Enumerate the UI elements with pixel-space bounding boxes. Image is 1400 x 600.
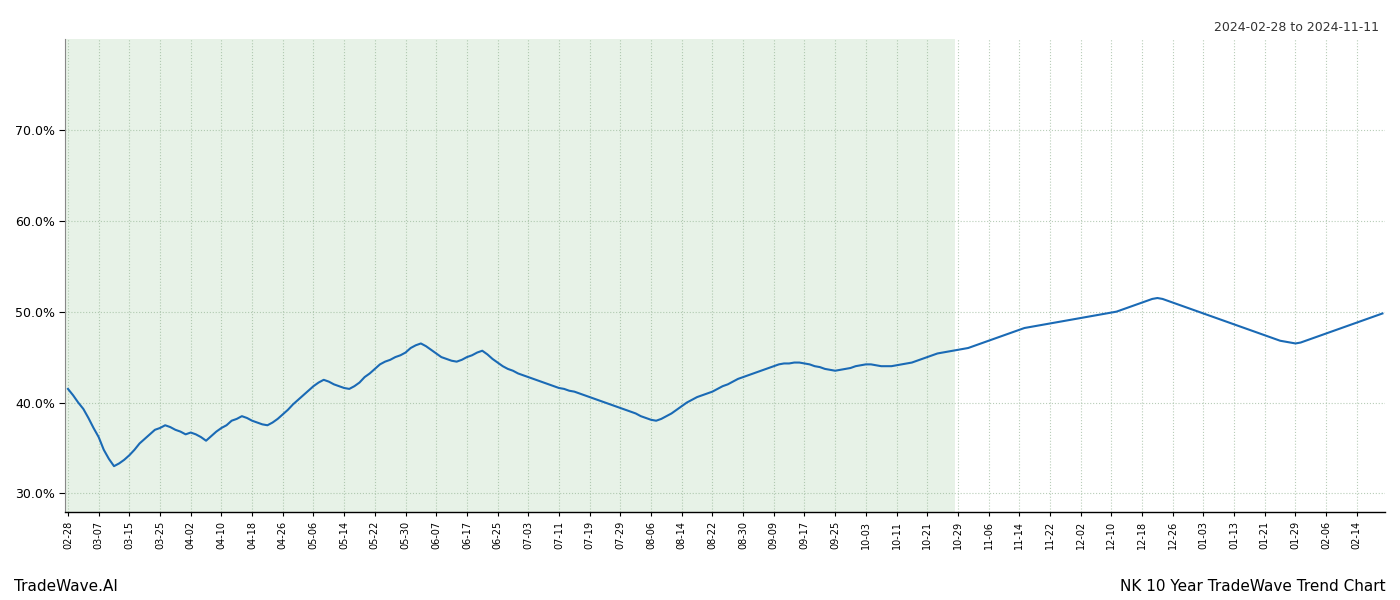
Text: 2024-02-28 to 2024-11-11: 2024-02-28 to 2024-11-11: [1214, 21, 1379, 34]
Bar: [66, 39, 955, 512]
Text: TradeWave.AI: TradeWave.AI: [14, 579, 118, 594]
Text: NK 10 Year TradeWave Trend Chart: NK 10 Year TradeWave Trend Chart: [1120, 579, 1386, 594]
